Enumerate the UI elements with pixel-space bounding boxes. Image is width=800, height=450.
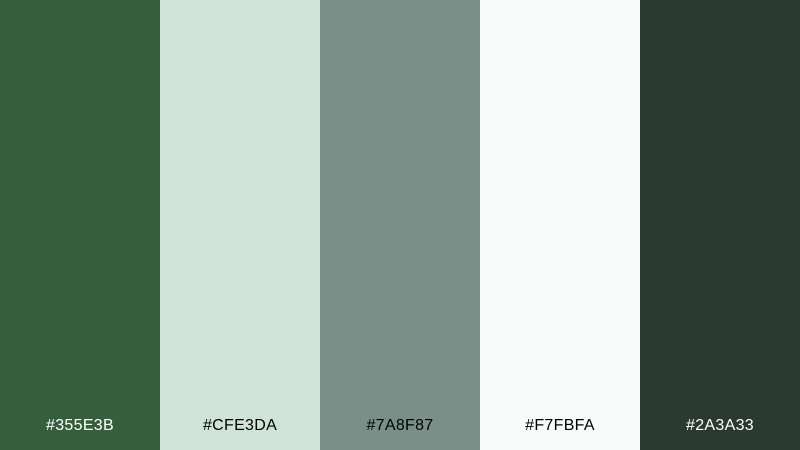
hex-code-label: #355E3B: [46, 417, 114, 434]
color-swatch-5[interactable]: #2A3A33: [640, 0, 800, 450]
hex-code-label: #2A3A33: [686, 417, 754, 434]
color-swatch-1[interactable]: #355E3B: [0, 0, 160, 450]
hex-code-label: #7A8F87: [366, 417, 434, 434]
color-swatch-3[interactable]: #7A8F87: [320, 0, 480, 450]
color-swatch-2[interactable]: #CFE3DA: [160, 0, 320, 450]
hex-code-label: #F7FBFA: [525, 417, 595, 434]
color-swatch-4[interactable]: #F7FBFA: [480, 0, 640, 450]
hex-code-label: #CFE3DA: [202, 417, 278, 434]
